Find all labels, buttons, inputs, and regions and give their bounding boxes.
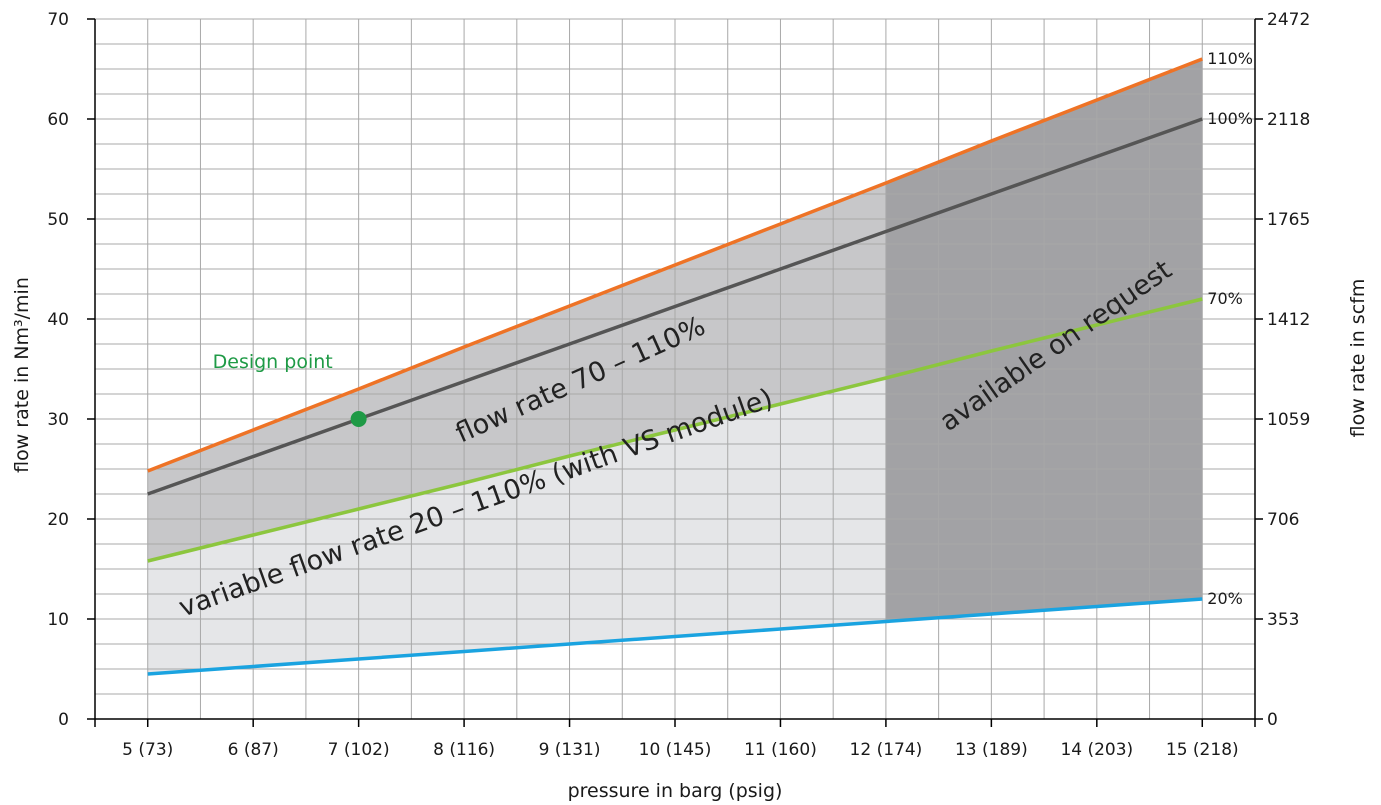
x-tick-label: 14 (203)	[1060, 740, 1133, 760]
y-tick-label-left: 50	[47, 210, 69, 230]
design-point-marker	[350, 411, 367, 427]
tick-labels: 0 10 20 30 40 50 60 70 0 353 706 1059 1412 1765 2118 24…	[47, 10, 1310, 760]
y-tick-label-right: 0	[1267, 710, 1278, 730]
x-tick-label: 12 (174)	[850, 740, 923, 760]
x-tick-label: 15 (218)	[1166, 740, 1239, 760]
y-tick-label-right: 1765	[1267, 210, 1310, 230]
grid-lines	[94, 18, 1256, 720]
axes	[87, 18, 1263, 727]
series-line-1	[147, 117, 1203, 496]
y-tick-label-left: 40	[47, 310, 69, 330]
x-tick-label: 11 (160)	[744, 740, 817, 760]
y-tick-label-left: 20	[47, 510, 69, 530]
x-tick-label: 5 (73)	[122, 740, 173, 760]
series-end-label: 20%	[1207, 589, 1243, 608]
series-line-3	[147, 597, 1203, 676]
x-axis-title: pressure in barg (psig)	[568, 780, 783, 802]
y-tick-label-left: 70	[47, 10, 69, 30]
series-end-label: 70%	[1207, 289, 1243, 308]
y-axis-title: flow rate in Nm³/min	[11, 277, 33, 473]
y-axis-right-title: flow rate in scfm	[1347, 279, 1369, 438]
y-tick-label-left: 10	[47, 610, 69, 630]
x-tick-label: 8 (116)	[433, 740, 495, 760]
x-tick-label: 6 (87)	[228, 740, 279, 760]
series-line-2	[147, 297, 1203, 563]
x-tick-label: 10 (145)	[639, 740, 712, 760]
series-lines	[147, 57, 1203, 676]
y-tick-label-right: 1059	[1267, 410, 1310, 430]
x-tick-label: 9 (131)	[539, 740, 601, 760]
y-tick-label-right: 2118	[1267, 110, 1310, 130]
y-tick-label-right: 1412	[1267, 310, 1310, 330]
y-tick-label-right: 353	[1267, 610, 1299, 630]
y-tick-label-right: 2472	[1267, 10, 1310, 30]
y-tick-label-left: 30	[47, 410, 69, 430]
x-tick-label: 13 (189)	[955, 740, 1028, 760]
design-point-label: Design point	[213, 351, 333, 373]
series-line-0	[147, 57, 1203, 473]
y-tick-label-left: 0	[58, 710, 69, 730]
x-tick-label: 7 (102)	[328, 740, 390, 760]
y-tick-label-right: 706	[1267, 510, 1299, 530]
series-end-label: 100%	[1207, 109, 1253, 128]
series-end-label: 110%	[1207, 49, 1253, 68]
y-tick-label-left: 60	[47, 110, 69, 130]
